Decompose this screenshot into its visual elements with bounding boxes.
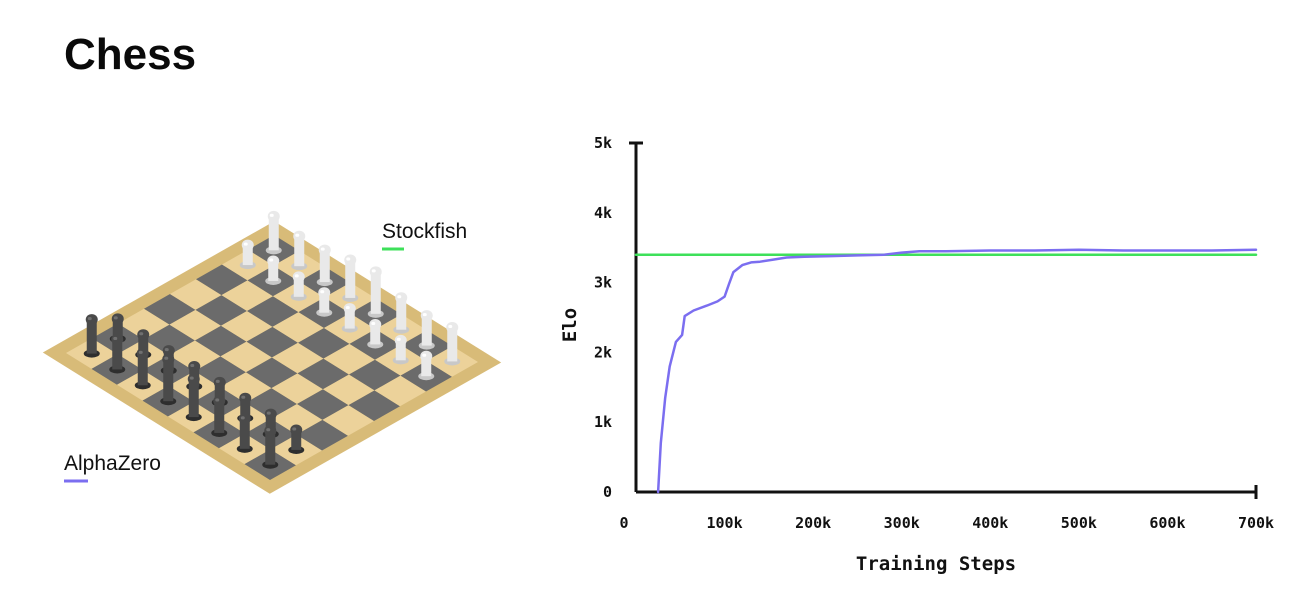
x-tick-label: 100k xyxy=(707,514,743,532)
white-piece xyxy=(418,350,435,381)
x-tick-label: 500k xyxy=(1061,514,1097,532)
alphazero-legend-label: AlphaZero xyxy=(64,452,161,475)
board-square xyxy=(297,389,349,420)
white-piece xyxy=(393,292,410,334)
white-piece xyxy=(316,244,333,287)
x-tick-label: 0 xyxy=(619,514,628,532)
dark-piece xyxy=(288,424,305,454)
dark-piece xyxy=(134,347,151,390)
y-tick-label: 4k xyxy=(594,204,612,222)
stockfish-legend-label: Stockfish xyxy=(382,220,467,243)
y-axis-title: Elo xyxy=(559,308,581,342)
dark-piece xyxy=(160,353,177,406)
board-square xyxy=(298,328,350,359)
dark-piece xyxy=(236,413,253,453)
board-square xyxy=(271,373,323,404)
y-tick-label: 5k xyxy=(594,134,612,152)
dark-piece xyxy=(262,425,279,469)
white-piece xyxy=(342,254,359,302)
board-square xyxy=(349,359,401,391)
board-square xyxy=(246,326,298,358)
alphazero-series-line xyxy=(656,248,1258,494)
x-tick-label: 600k xyxy=(1149,514,1185,532)
x-tick-label: 400k xyxy=(972,514,1008,532)
board-square xyxy=(194,356,246,387)
board-square xyxy=(195,325,247,357)
white-piece xyxy=(316,287,333,317)
board-square xyxy=(322,405,374,436)
dark-piece xyxy=(211,395,228,437)
board-square xyxy=(144,294,196,325)
x-tick-label: 300k xyxy=(884,514,920,532)
board-square xyxy=(220,372,272,403)
board-square xyxy=(247,296,299,327)
white-piece xyxy=(367,318,384,349)
y-tick-label: 0 xyxy=(603,483,612,501)
page-title: Chess xyxy=(64,30,197,79)
board-square xyxy=(348,390,400,421)
white-piece xyxy=(392,334,409,365)
board-square xyxy=(272,342,324,374)
board-square xyxy=(271,404,323,435)
x-tick-label: 200k xyxy=(795,514,831,532)
chart-axes xyxy=(629,141,1258,499)
white-piece xyxy=(239,239,256,270)
board-square xyxy=(221,311,273,342)
x-tick-label: 700k xyxy=(1238,514,1274,532)
board-square xyxy=(245,388,297,419)
board-square xyxy=(220,341,272,373)
board-square xyxy=(195,295,247,326)
white-piece xyxy=(265,210,282,255)
board-square xyxy=(296,419,348,451)
white-piece xyxy=(418,310,435,350)
white-piece xyxy=(265,255,282,285)
board-square xyxy=(221,280,273,311)
board-square xyxy=(196,264,248,296)
dark-piece xyxy=(109,333,126,374)
board-square xyxy=(169,309,221,341)
dark-piece xyxy=(185,373,202,422)
chessboard-illustration: Stockfish AlphaZero xyxy=(42,210,502,494)
y-tick-label: 2k xyxy=(594,343,612,361)
board-square xyxy=(170,279,222,310)
board-square xyxy=(297,358,349,390)
board-square xyxy=(374,375,426,407)
board-square xyxy=(169,340,221,372)
board-square xyxy=(246,357,298,389)
y-tick-label: 3k xyxy=(594,274,612,292)
x-axis-title: Training Steps xyxy=(856,553,1016,575)
white-piece xyxy=(341,303,358,333)
white-piece xyxy=(290,271,307,301)
board-square xyxy=(323,374,375,406)
white-piece xyxy=(444,321,461,366)
white-piece xyxy=(291,230,308,271)
board-square xyxy=(143,324,195,356)
dark-piece xyxy=(83,314,100,358)
white-piece xyxy=(367,266,384,318)
board-square xyxy=(323,343,375,375)
board-square xyxy=(118,308,170,340)
y-tick-label: 1k xyxy=(594,413,612,431)
board-square xyxy=(272,312,324,343)
